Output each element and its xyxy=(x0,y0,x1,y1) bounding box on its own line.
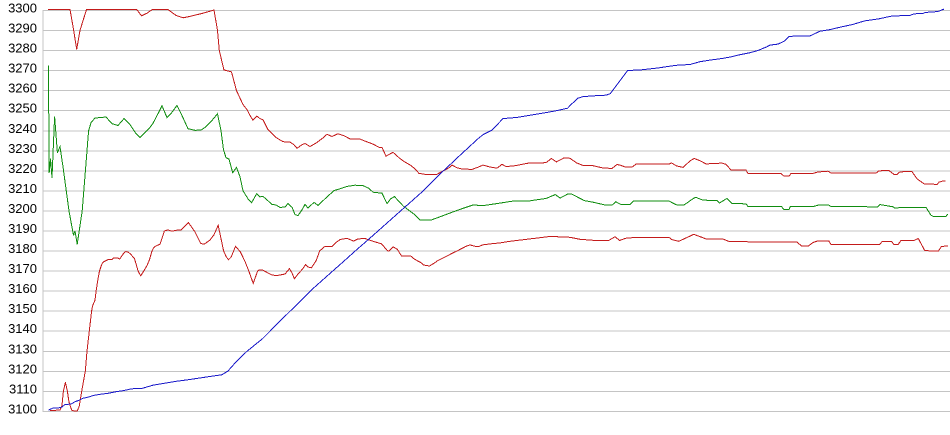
svg-text:3190: 3190 xyxy=(8,221,37,236)
svg-text:3170: 3170 xyxy=(8,261,37,276)
svg-text:3140: 3140 xyxy=(8,321,37,336)
svg-text:3230: 3230 xyxy=(8,141,37,156)
svg-text:3130: 3130 xyxy=(8,341,37,356)
svg-text:3160: 3160 xyxy=(8,281,37,296)
svg-text:3110: 3110 xyxy=(9,381,37,396)
svg-text:3200: 3200 xyxy=(8,201,37,216)
svg-text:3150: 3150 xyxy=(8,301,37,316)
svg-text:3270: 3270 xyxy=(8,61,37,76)
svg-text:3260: 3260 xyxy=(8,81,37,96)
svg-text:3180: 3180 xyxy=(8,241,37,256)
svg-text:3100: 3100 xyxy=(8,401,37,416)
svg-text:3220: 3220 xyxy=(8,161,37,176)
svg-text:3210: 3210 xyxy=(8,181,37,196)
svg-text:3300: 3300 xyxy=(8,1,37,16)
svg-text:3290: 3290 xyxy=(8,21,37,36)
svg-text:3250: 3250 xyxy=(8,101,37,116)
svg-text:3120: 3120 xyxy=(8,361,37,376)
svg-text:3240: 3240 xyxy=(8,121,37,136)
svg-text:3280: 3280 xyxy=(8,41,37,56)
